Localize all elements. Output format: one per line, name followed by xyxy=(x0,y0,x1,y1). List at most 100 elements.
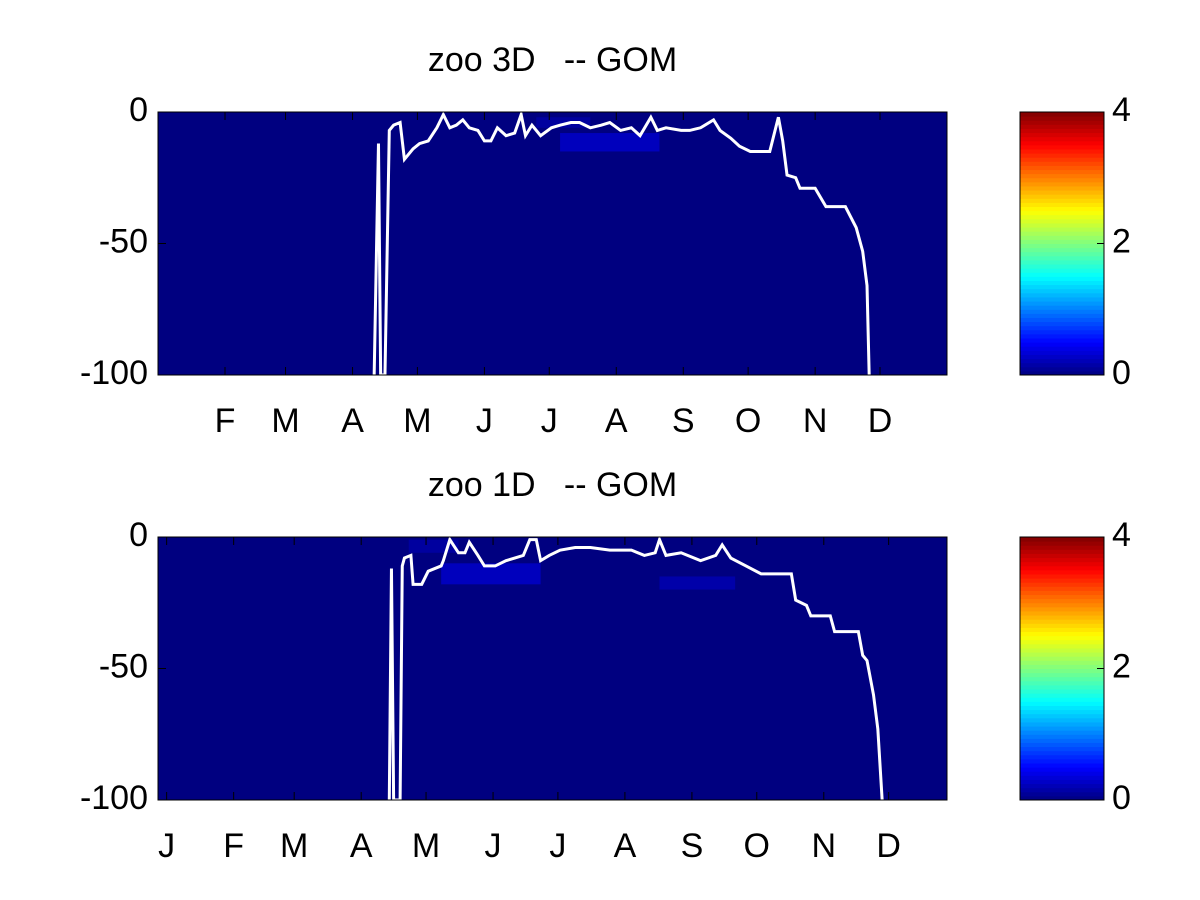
colorbar-step xyxy=(1020,321,1104,327)
colorbar-step xyxy=(1020,165,1104,171)
colorbar-step xyxy=(1020,590,1104,596)
colorbar-step xyxy=(1020,557,1104,563)
colorbar-step xyxy=(1020,148,1104,154)
x-tick-label: D xyxy=(876,827,901,865)
colorbar-step xyxy=(1020,235,1104,240)
colorbar-step xyxy=(1020,676,1104,682)
colorbar-step xyxy=(1020,132,1104,138)
colorbar-step xyxy=(1020,222,1104,228)
colorbar-step xyxy=(1020,635,1104,641)
colorbar-step xyxy=(1020,153,1104,158)
colorbar-tick-label: 2 xyxy=(1112,222,1131,260)
colorbar-step xyxy=(1020,284,1104,290)
colorbar-tick-label: 2 xyxy=(1112,647,1131,685)
x-tick-label: M xyxy=(403,402,431,440)
colorbar-step xyxy=(1020,545,1104,550)
colorbar-step xyxy=(1020,586,1104,591)
colorbar-step xyxy=(1020,255,1104,261)
colorbar-step xyxy=(1020,264,1104,269)
colorbar-step xyxy=(1020,606,1104,612)
colorbar-step xyxy=(1020,288,1104,294)
colorbar-tick-label: 4 xyxy=(1112,516,1131,554)
colorbar-step xyxy=(1020,791,1104,797)
x-tick-label: S xyxy=(672,402,695,440)
x-tick-label: N xyxy=(812,827,837,865)
colorbar-step xyxy=(1020,296,1104,302)
colorbar-step xyxy=(1020,537,1104,542)
chart-title: zoo 3D -- GOM xyxy=(428,41,677,79)
colorbar-step xyxy=(1020,602,1104,608)
colorbar-step xyxy=(1020,734,1104,739)
colorbar-step xyxy=(1020,218,1104,224)
colorbar-step xyxy=(1020,619,1104,624)
colorbar-step xyxy=(1020,177,1104,183)
x-tick-label: M xyxy=(280,827,308,865)
colorbar-step xyxy=(1020,309,1104,314)
y-tick-label: -100 xyxy=(80,354,148,392)
colorbar-tick-label: 0 xyxy=(1112,354,1131,392)
heatmap-patch xyxy=(659,576,736,590)
colorbar-step xyxy=(1020,305,1104,310)
colorbar-step xyxy=(1020,689,1104,694)
colorbar-step xyxy=(1020,140,1104,146)
colorbar-step xyxy=(1020,185,1104,191)
colorbar-step xyxy=(1020,280,1104,286)
chart-title: zoo 1D -- GOM xyxy=(428,466,677,504)
heatmap-patch xyxy=(441,563,541,585)
colorbar-step xyxy=(1020,194,1104,199)
x-tick-label: A xyxy=(350,827,373,865)
colorbar-step xyxy=(1020,120,1104,125)
colorbar-step xyxy=(1020,247,1104,253)
colorbar-step xyxy=(1020,128,1104,134)
colorbar-step xyxy=(1020,578,1104,583)
colorbar-step xyxy=(1020,259,1104,265)
colorbar-step xyxy=(1020,709,1104,715)
colorbar-step xyxy=(1020,198,1104,203)
colorbar-step xyxy=(1020,313,1104,318)
x-tick-label: A xyxy=(341,402,364,440)
y-tick-label: 0 xyxy=(129,91,148,129)
y-tick-label: -50 xyxy=(99,647,148,685)
x-tick-label: J xyxy=(549,827,566,865)
y-tick-label: -50 xyxy=(99,222,148,260)
x-tick-label: M xyxy=(412,827,440,865)
colorbar-step xyxy=(1020,713,1104,719)
heatmap-base xyxy=(158,112,947,375)
colorbar-step xyxy=(1020,705,1104,711)
colorbar-step xyxy=(1020,116,1104,121)
colorbar-step xyxy=(1020,582,1104,587)
colorbar-step xyxy=(1020,684,1104,690)
colorbar-step xyxy=(1020,243,1104,249)
depth-line xyxy=(387,535,884,802)
colorbar-step xyxy=(1020,730,1104,735)
colorbar-step xyxy=(1020,251,1104,257)
colorbar-step xyxy=(1020,370,1104,376)
colorbar-step xyxy=(1020,717,1104,723)
colorbar-step xyxy=(1020,746,1104,752)
x-tick-label: O xyxy=(735,402,761,440)
x-tick-label: J xyxy=(158,827,175,865)
colorbar-step xyxy=(1020,660,1104,665)
colorbar-step xyxy=(1020,758,1104,764)
colorbar-step xyxy=(1020,227,1104,232)
colorbar-step xyxy=(1020,767,1104,772)
colorbar-step xyxy=(1020,206,1104,212)
colorbar-step xyxy=(1020,742,1104,748)
colorbar-step xyxy=(1020,763,1104,768)
colorbar-step xyxy=(1020,726,1104,731)
colorbar-step xyxy=(1020,272,1104,277)
colorbar-step xyxy=(1020,346,1104,351)
colorbar-step xyxy=(1020,112,1104,117)
x-tick-label: S xyxy=(681,827,704,865)
colorbar-step xyxy=(1020,190,1104,195)
colorbar-step xyxy=(1020,181,1104,187)
colorbar-step xyxy=(1020,610,1104,616)
colorbar-step xyxy=(1020,771,1104,776)
colorbar-step xyxy=(1020,214,1104,220)
colorbar-step xyxy=(1020,268,1104,273)
colorbar-step xyxy=(1020,754,1104,760)
colorbar-step xyxy=(1020,775,1104,780)
colorbar-step xyxy=(1020,169,1104,175)
